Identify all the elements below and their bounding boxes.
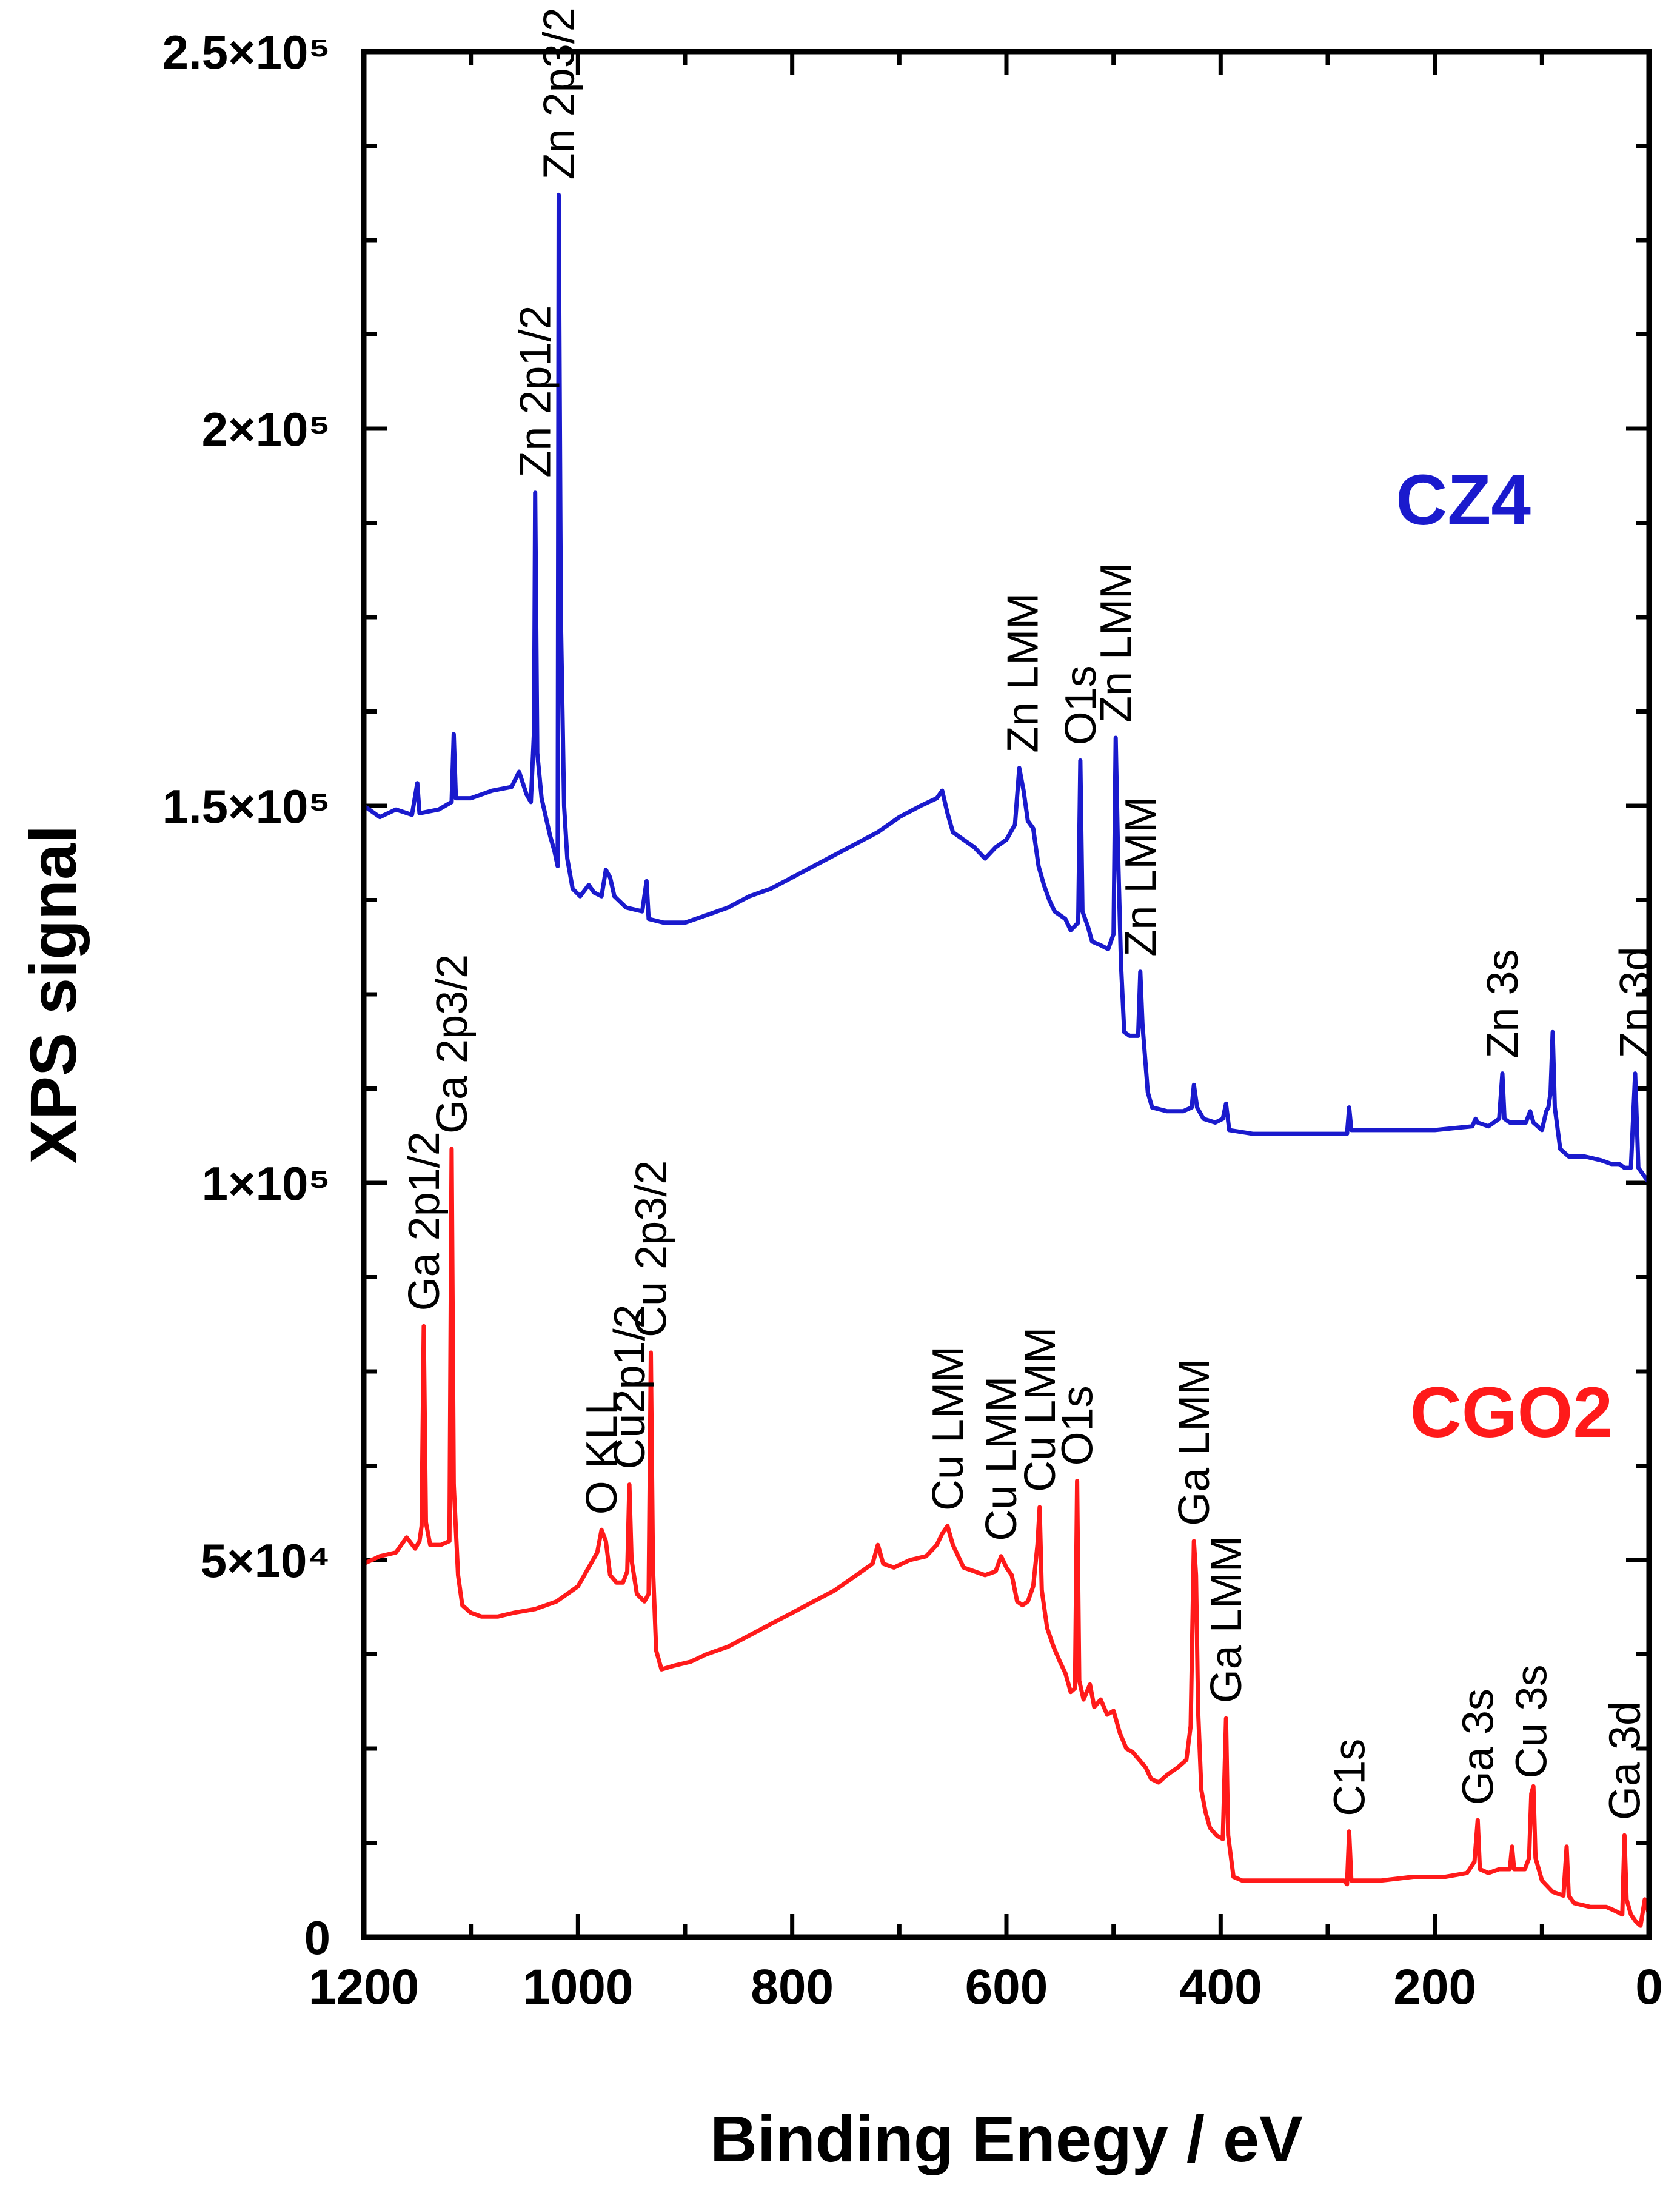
y-tick-label: 2.5×10⁵ bbox=[162, 25, 330, 79]
peak-label: Cu LMM bbox=[977, 1376, 1026, 1541]
x-tick-label: 800 bbox=[751, 1960, 834, 2015]
peak-label: Ga 2p3/2 bbox=[428, 954, 477, 1134]
peak-label: Cu 2p3/2 bbox=[627, 1160, 676, 1337]
y-tick-label: 1×10⁵ bbox=[202, 1157, 330, 1210]
peak-label: Ga LMM bbox=[1202, 1536, 1251, 1703]
series-line-cz4 bbox=[362, 192, 1651, 1185]
y-tick-label: 0 bbox=[304, 1911, 330, 1964]
legend-cz4: CZ4 bbox=[1396, 460, 1531, 540]
tick-labels: 1200 1000 800 600 400 200 0 0 5×10⁴ 1×10⁵ 1.5×10⁵ 2… bbox=[162, 25, 1663, 2015]
peak-label: Cu LMM bbox=[924, 1346, 972, 1511]
peak-label: Zn 2p3/2 bbox=[535, 7, 584, 179]
peak-label: Ga 2p1/2 bbox=[400, 1131, 449, 1311]
peak-label: O1s bbox=[1057, 665, 1105, 745]
x-tick-label: 1200 bbox=[309, 1960, 419, 2015]
series-lines bbox=[362, 192, 1652, 1928]
peak-label: Ga 3d bbox=[1601, 1701, 1649, 1820]
peak-label: O KLL bbox=[578, 1391, 626, 1515]
legend-cgo2: CGO2 bbox=[1410, 1373, 1613, 1453]
peak-label: Ga LMM bbox=[1170, 1359, 1219, 1526]
y-axis-title: XPS signal bbox=[16, 825, 90, 1163]
x-tick-label: 400 bbox=[1179, 1960, 1262, 2015]
peak-label: C1s bbox=[1325, 1739, 1374, 1816]
peak-label: Cu LMM bbox=[1016, 1327, 1065, 1492]
series-line-cgo2 bbox=[363, 1147, 1652, 1928]
peak-label: Zn LMM bbox=[999, 593, 1048, 753]
peak-label: Cu2p1/2 bbox=[606, 1304, 654, 1469]
peak-label: Zn 2p1/2 bbox=[512, 305, 560, 477]
peak-label: Zn LMM bbox=[1117, 797, 1165, 957]
x-tick-label: 0 bbox=[1635, 1960, 1663, 2015]
x-tick-label: 600 bbox=[965, 1960, 1048, 2015]
x-axis-title: Binding Enegy / eV bbox=[710, 2102, 1303, 2175]
x-tick-label: 200 bbox=[1393, 1960, 1476, 2015]
x-tick-label: 1000 bbox=[523, 1960, 633, 2015]
peak-label: Zn LMM bbox=[1092, 563, 1140, 723]
peak-label: Zn 3s bbox=[1479, 949, 1527, 1059]
peak-label: Ga 3s bbox=[1454, 1689, 1502, 1805]
peak-label: O1s bbox=[1054, 1385, 1102, 1465]
y-tick-label: 1.5×10⁵ bbox=[162, 780, 330, 833]
peak-label: Zn 3d bbox=[1611, 946, 1660, 1058]
plot-frame bbox=[361, 49, 1652, 1940]
y-tick-label: 5×10⁴ bbox=[201, 1534, 330, 1587]
y-tick-label: 2×10⁵ bbox=[202, 403, 330, 456]
peak-label: Cu 3s bbox=[1508, 1665, 1556, 1779]
